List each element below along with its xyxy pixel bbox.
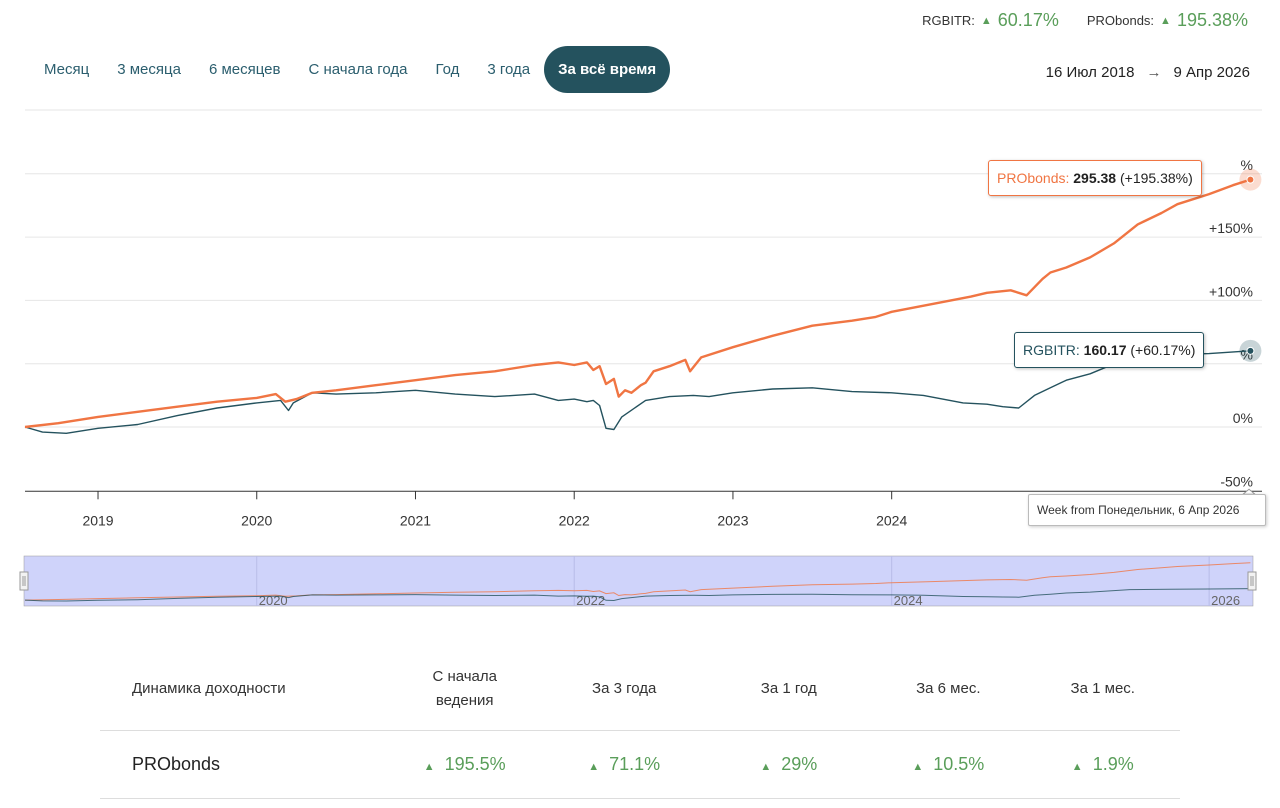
legend-rgbitr-value: 60.17% (997, 10, 1059, 30)
table-row: PRObonds ▲ 195.5% ▲ 71.1% ▲ 29% ▲ 10.5% ▲ 1.9… (100, 730, 1180, 799)
tooltip-probonds-name: PRObonds: (997, 170, 1070, 186)
up-triangle-icon: ▲ (912, 761, 924, 773)
series-line-rgbitr (24, 350, 1251, 434)
legend-probonds-label: PRObonds: (1086, 13, 1155, 28)
tab-3-months[interactable]: 3 месяца (117, 61, 181, 78)
up-triangle-icon: ▲ (1160, 14, 1171, 27)
x-tick-label: 2023 (717, 512, 748, 528)
tab-6-months[interactable]: 6 месяцев (208, 61, 281, 78)
legend-rgbitr-label: RGBITR: (922, 13, 975, 28)
y-tick-label: -50% (1220, 473, 1253, 489)
navigator-tick-label: 2026 (1211, 593, 1240, 608)
x-tick-label: 2021 (400, 512, 431, 528)
table-header-text: С начала ведения (432, 668, 497, 709)
end-marker-probonds (1246, 175, 1255, 184)
table-cell: ▲ 29% (706, 730, 872, 799)
navigator-tick-label: 2022 (576, 593, 605, 608)
table-header-row: Динамика доходности С начала ведения За … (100, 648, 1180, 731)
tooltip-probonds-change: (+195.38%) (1119, 170, 1193, 186)
up-triangle-icon: ▲ (423, 761, 435, 773)
navigator-handle-left[interactable] (19, 571, 29, 591)
up-triangle-icon: ▲ (588, 761, 600, 773)
navigator-handle-right[interactable] (1247, 571, 1257, 591)
table-cell: ▲ 1.9% (1025, 730, 1180, 799)
date-range-to: 9 Апр 2026 (1173, 64, 1250, 81)
legend-probonds[interactable]: PRObonds: ▲ 195.38% (1087, 10, 1248, 31)
x-tick-label: 2020 (241, 512, 272, 528)
table-cell-value: 10.5% (933, 754, 985, 774)
up-triangle-icon: ▲ (760, 761, 772, 773)
end-marker-rgbitr (1246, 346, 1255, 355)
tooltip-probonds-value: 295.38 (1073, 170, 1117, 186)
y-tick-label: 0% (1233, 410, 1253, 426)
date-range-from: 16 Июл 2018 (1045, 64, 1135, 81)
table-cell: ▲ 71.1% (541, 730, 707, 799)
navigator-line-rgbitr (24, 588, 1251, 602)
table-cell-value: 1.9% (1092, 754, 1134, 774)
navigator-selection (23, 555, 1254, 607)
table-cell-value: 71.1% (609, 754, 661, 774)
table-cell-value: 29% (781, 754, 818, 774)
tooltip-rgbitr-value: 160.17 (1083, 342, 1127, 358)
tab-all-time[interactable]: За всё время (544, 46, 671, 93)
y-tick-label: +100% (1209, 283, 1253, 299)
table-row-name: PRObonds (100, 730, 388, 799)
table-cell: ▲ 195.5% (387, 730, 542, 799)
date-range[interactable]: 16 Июл 2018 → 9 Апр 2026 (1046, 64, 1250, 81)
tab-3-years[interactable]: 3 года (487, 61, 531, 78)
y-tick-label: % (1241, 157, 1253, 173)
tab-year[interactable]: Год (435, 61, 460, 78)
table-header: За 1 год (706, 648, 872, 731)
table-cell: ▲ 10.5% (871, 730, 1026, 799)
period-tabs: Месяц 3 месяца 6 месяцев С начала года Г… (30, 46, 671, 93)
arrow-right-icon: → (1146, 64, 1162, 81)
tooltip-rgbitr: RGBITR: 160.17 (+60.17%) (1014, 332, 1205, 368)
tab-ytd[interactable]: С начала года (308, 61, 408, 78)
tooltip-probonds: PRObonds: 295.38 (+195.38%) (988, 160, 1202, 196)
top-legend: RGBITR: ▲ 60.17% PRObonds: ▲ 195.38% (922, 10, 1248, 31)
tooltip-rgbitr-name: RGBITR: (1023, 342, 1080, 358)
tab-month[interactable]: Месяц (44, 61, 90, 78)
series-line-probonds (24, 178, 1251, 429)
table-header: За 1 мес. (1025, 648, 1180, 731)
y-tick-label: +150% (1209, 220, 1253, 236)
up-triangle-icon: ▲ (980, 14, 992, 27)
x-tick-label: 2024 (876, 512, 907, 528)
table-cell-value: 195.5% (444, 754, 506, 774)
x-tick-label: 2019 (82, 512, 113, 528)
table-header: За 3 года (541, 648, 707, 731)
table-header: За 6 мес. (871, 648, 1026, 731)
x-tick-label: 2022 (559, 512, 590, 528)
returns-table: Динамика доходности С начала ведения За … (100, 648, 1180, 799)
legend-probonds-value: 195.38% (1176, 10, 1248, 30)
performance-chart[interactable]: -50%0%%+100%+150%%2019 2020 2021 2022 2023 20… (0, 100, 1280, 610)
up-triangle-icon: ▲ (1071, 761, 1083, 773)
legend-rgbitr[interactable]: RGBITR: ▲ 60.17% (922, 10, 1059, 31)
table-header: Динамика доходности (100, 648, 388, 731)
table-header: С начала ведения (387, 648, 542, 731)
tooltip-rgbitr-change: (+60.17%) (1130, 342, 1196, 358)
week-tooltip: Week from Понедельник, 6 Апр 2026 (1028, 494, 1266, 526)
navigator-tick-label: 2024 (894, 593, 923, 608)
